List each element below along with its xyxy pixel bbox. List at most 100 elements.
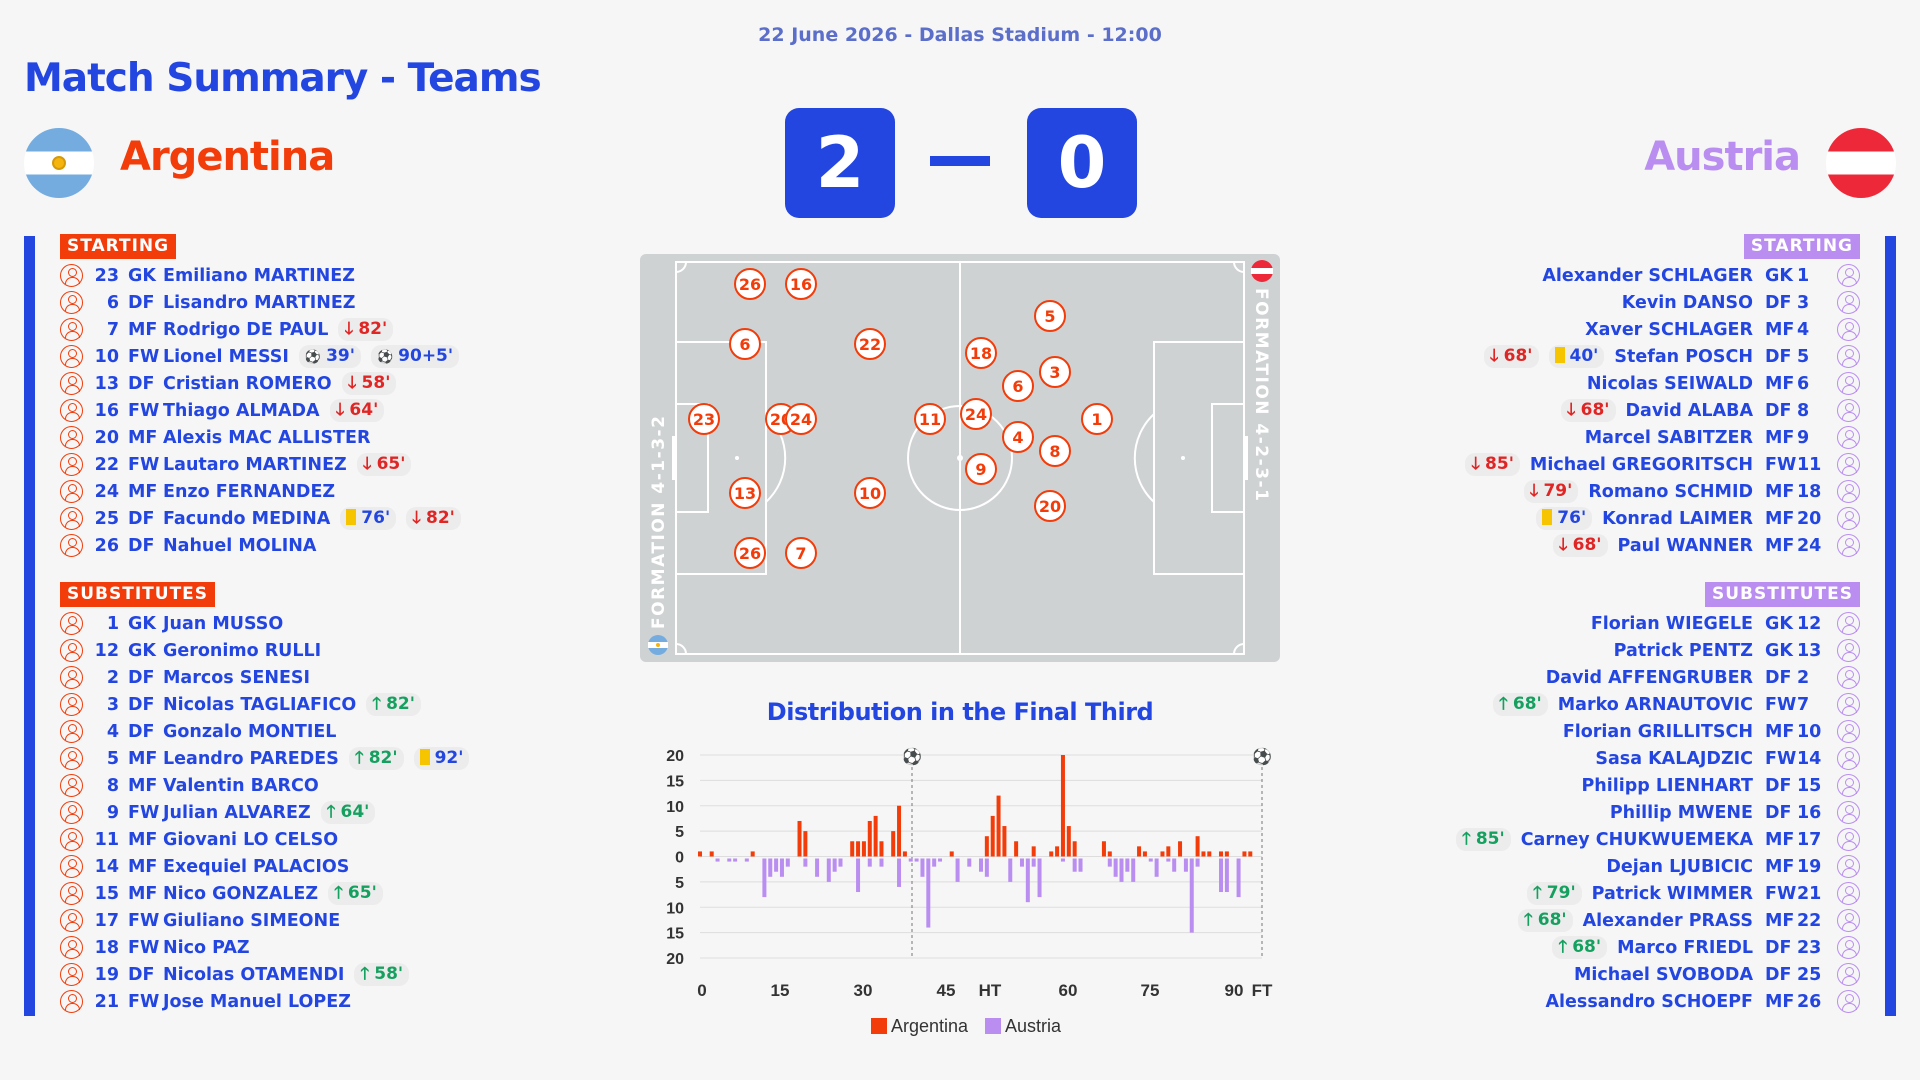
austria-bar — [832, 858, 837, 872]
away-starting-label: STARTING — [1743, 234, 1860, 259]
argentina-bar — [990, 815, 995, 857]
home-starting-list: 23 GK Emiliano MARTINEZ 6 DF Lisandro MARTINE… — [60, 262, 461, 559]
player-name: Sasa KALAJDZIC — [1595, 748, 1753, 769]
player-row: 4 DF Gonzalo MONTIEL — [60, 718, 469, 745]
austria-bar — [955, 858, 960, 882]
player-position: MF — [128, 829, 158, 850]
sub-out-badge: 64' — [329, 399, 385, 422]
austria-bar — [897, 858, 902, 887]
player-name: Stefan POSCH — [1614, 346, 1753, 367]
argentina-bar — [1195, 836, 1200, 857]
player-icon — [60, 801, 83, 824]
player-row: 76' Konrad LAIMER MF 20 — [1465, 505, 1860, 532]
austria-bar — [1031, 858, 1036, 867]
player-icon — [1837, 345, 1860, 368]
legend-label-austria: Austria — [1005, 1016, 1062, 1036]
argentina-bar — [1142, 851, 1147, 857]
player-number: 12 — [94, 640, 119, 661]
pitch-player-marker: 6 — [1002, 370, 1034, 402]
player-number: 24 — [1797, 535, 1822, 556]
pitch-player-marker: 24 — [960, 398, 992, 430]
austria-bar — [1172, 858, 1177, 872]
austria-bar — [1019, 858, 1024, 867]
player-icon — [1837, 855, 1860, 878]
player-icon — [1837, 828, 1860, 851]
player-number: 23 — [1797, 937, 1822, 958]
player-number: 13 — [1797, 640, 1822, 661]
player-number: 18 — [1797, 481, 1822, 502]
pitch-player-number: 4 — [1012, 428, 1023, 447]
home-starting-label: STARTING — [60, 234, 177, 259]
player-position: FW — [1765, 694, 1797, 715]
player-row: 68' 40' Stefan POSCH DF5 — [1465, 343, 1860, 370]
player-name: Nicolas OTAMENDI — [163, 964, 345, 985]
player-name: Juan MUSSO — [163, 613, 284, 634]
player-name: Emiliano MARTINEZ — [163, 265, 355, 286]
austria-bar — [1224, 858, 1229, 893]
argentina-bar — [803, 831, 808, 857]
player-position: MF — [1765, 508, 1795, 529]
argentina-bar — [1066, 826, 1071, 857]
austria-bar — [715, 858, 720, 862]
austria-bar — [779, 858, 784, 877]
player-icon — [60, 318, 83, 341]
player-position: FW — [1765, 454, 1797, 475]
player-name: Michael GREGORITSCH — [1529, 454, 1753, 475]
austria-bar — [762, 858, 767, 898]
player-icon — [1837, 318, 1860, 341]
player-position: MF — [128, 856, 158, 877]
sub-out-badge: 68' — [1552, 534, 1608, 557]
argentina-bar — [709, 851, 714, 857]
player-row: 26 DF Nahuel MOLINA — [60, 532, 461, 559]
pitch-player-marker: 6 — [729, 328, 761, 360]
pitch-player-number: 26 — [739, 544, 761, 563]
sub-in-badge: 68' — [1552, 936, 1608, 959]
player-row: 68' David ALABA DF8 — [1465, 397, 1860, 424]
player-number: 19 — [1797, 856, 1822, 877]
player-icon — [60, 453, 83, 476]
player-position: DF — [128, 964, 155, 985]
argentina-bar — [1248, 851, 1253, 857]
argentina-bar — [1101, 841, 1106, 857]
legend-label-argentina: Argentina — [890, 1016, 968, 1036]
player-row: 19 DF Nicolas OTAMENDI 58' — [60, 961, 469, 988]
player-name: Nico GONZALEZ — [163, 883, 319, 904]
player-icon — [60, 990, 83, 1013]
player-icon — [60, 291, 83, 314]
pitch-player-marker: 8 — [1039, 435, 1071, 467]
player-row: Philipp LIENHART DF 15 — [1456, 772, 1860, 799]
x-tick-label: 75 — [1141, 981, 1160, 1000]
argentina-mini-flag-icon — [648, 635, 668, 655]
argentina-bar — [1224, 851, 1229, 857]
austria-bar — [1008, 858, 1013, 882]
player-icon — [1837, 720, 1860, 743]
player-icon — [60, 372, 83, 395]
player-row: Sasa KALAJDZIC FW 14 — [1456, 745, 1860, 772]
player-position: DF — [1765, 937, 1792, 958]
player-name: Alexander SCHLAGER — [1542, 265, 1753, 286]
austria-bar — [1148, 858, 1153, 862]
player-icon — [60, 480, 83, 503]
argentina-bar — [1207, 851, 1212, 857]
player-row: Dejan LJUBICIC MF 19 — [1456, 853, 1860, 880]
player-icon — [60, 264, 83, 287]
pitch-player-number: 26 — [739, 275, 761, 294]
player-position: DF — [1765, 346, 1792, 367]
austria-bar — [926, 858, 931, 928]
austria-bar — [1166, 858, 1171, 862]
player-position: GK — [1765, 640, 1793, 661]
austria-bar — [1131, 858, 1136, 882]
pitch-player-number: 6 — [739, 335, 750, 354]
austria-bar — [1107, 858, 1112, 867]
player-row: 25 DF Facundo MEDINA 76' 82' — [60, 505, 461, 532]
austria-bar — [1154, 858, 1159, 877]
player-icon — [1837, 693, 1860, 716]
player-number: 22 — [1797, 910, 1822, 931]
player-position: MF — [1765, 319, 1795, 340]
y-tick-label: 15 — [666, 773, 684, 790]
